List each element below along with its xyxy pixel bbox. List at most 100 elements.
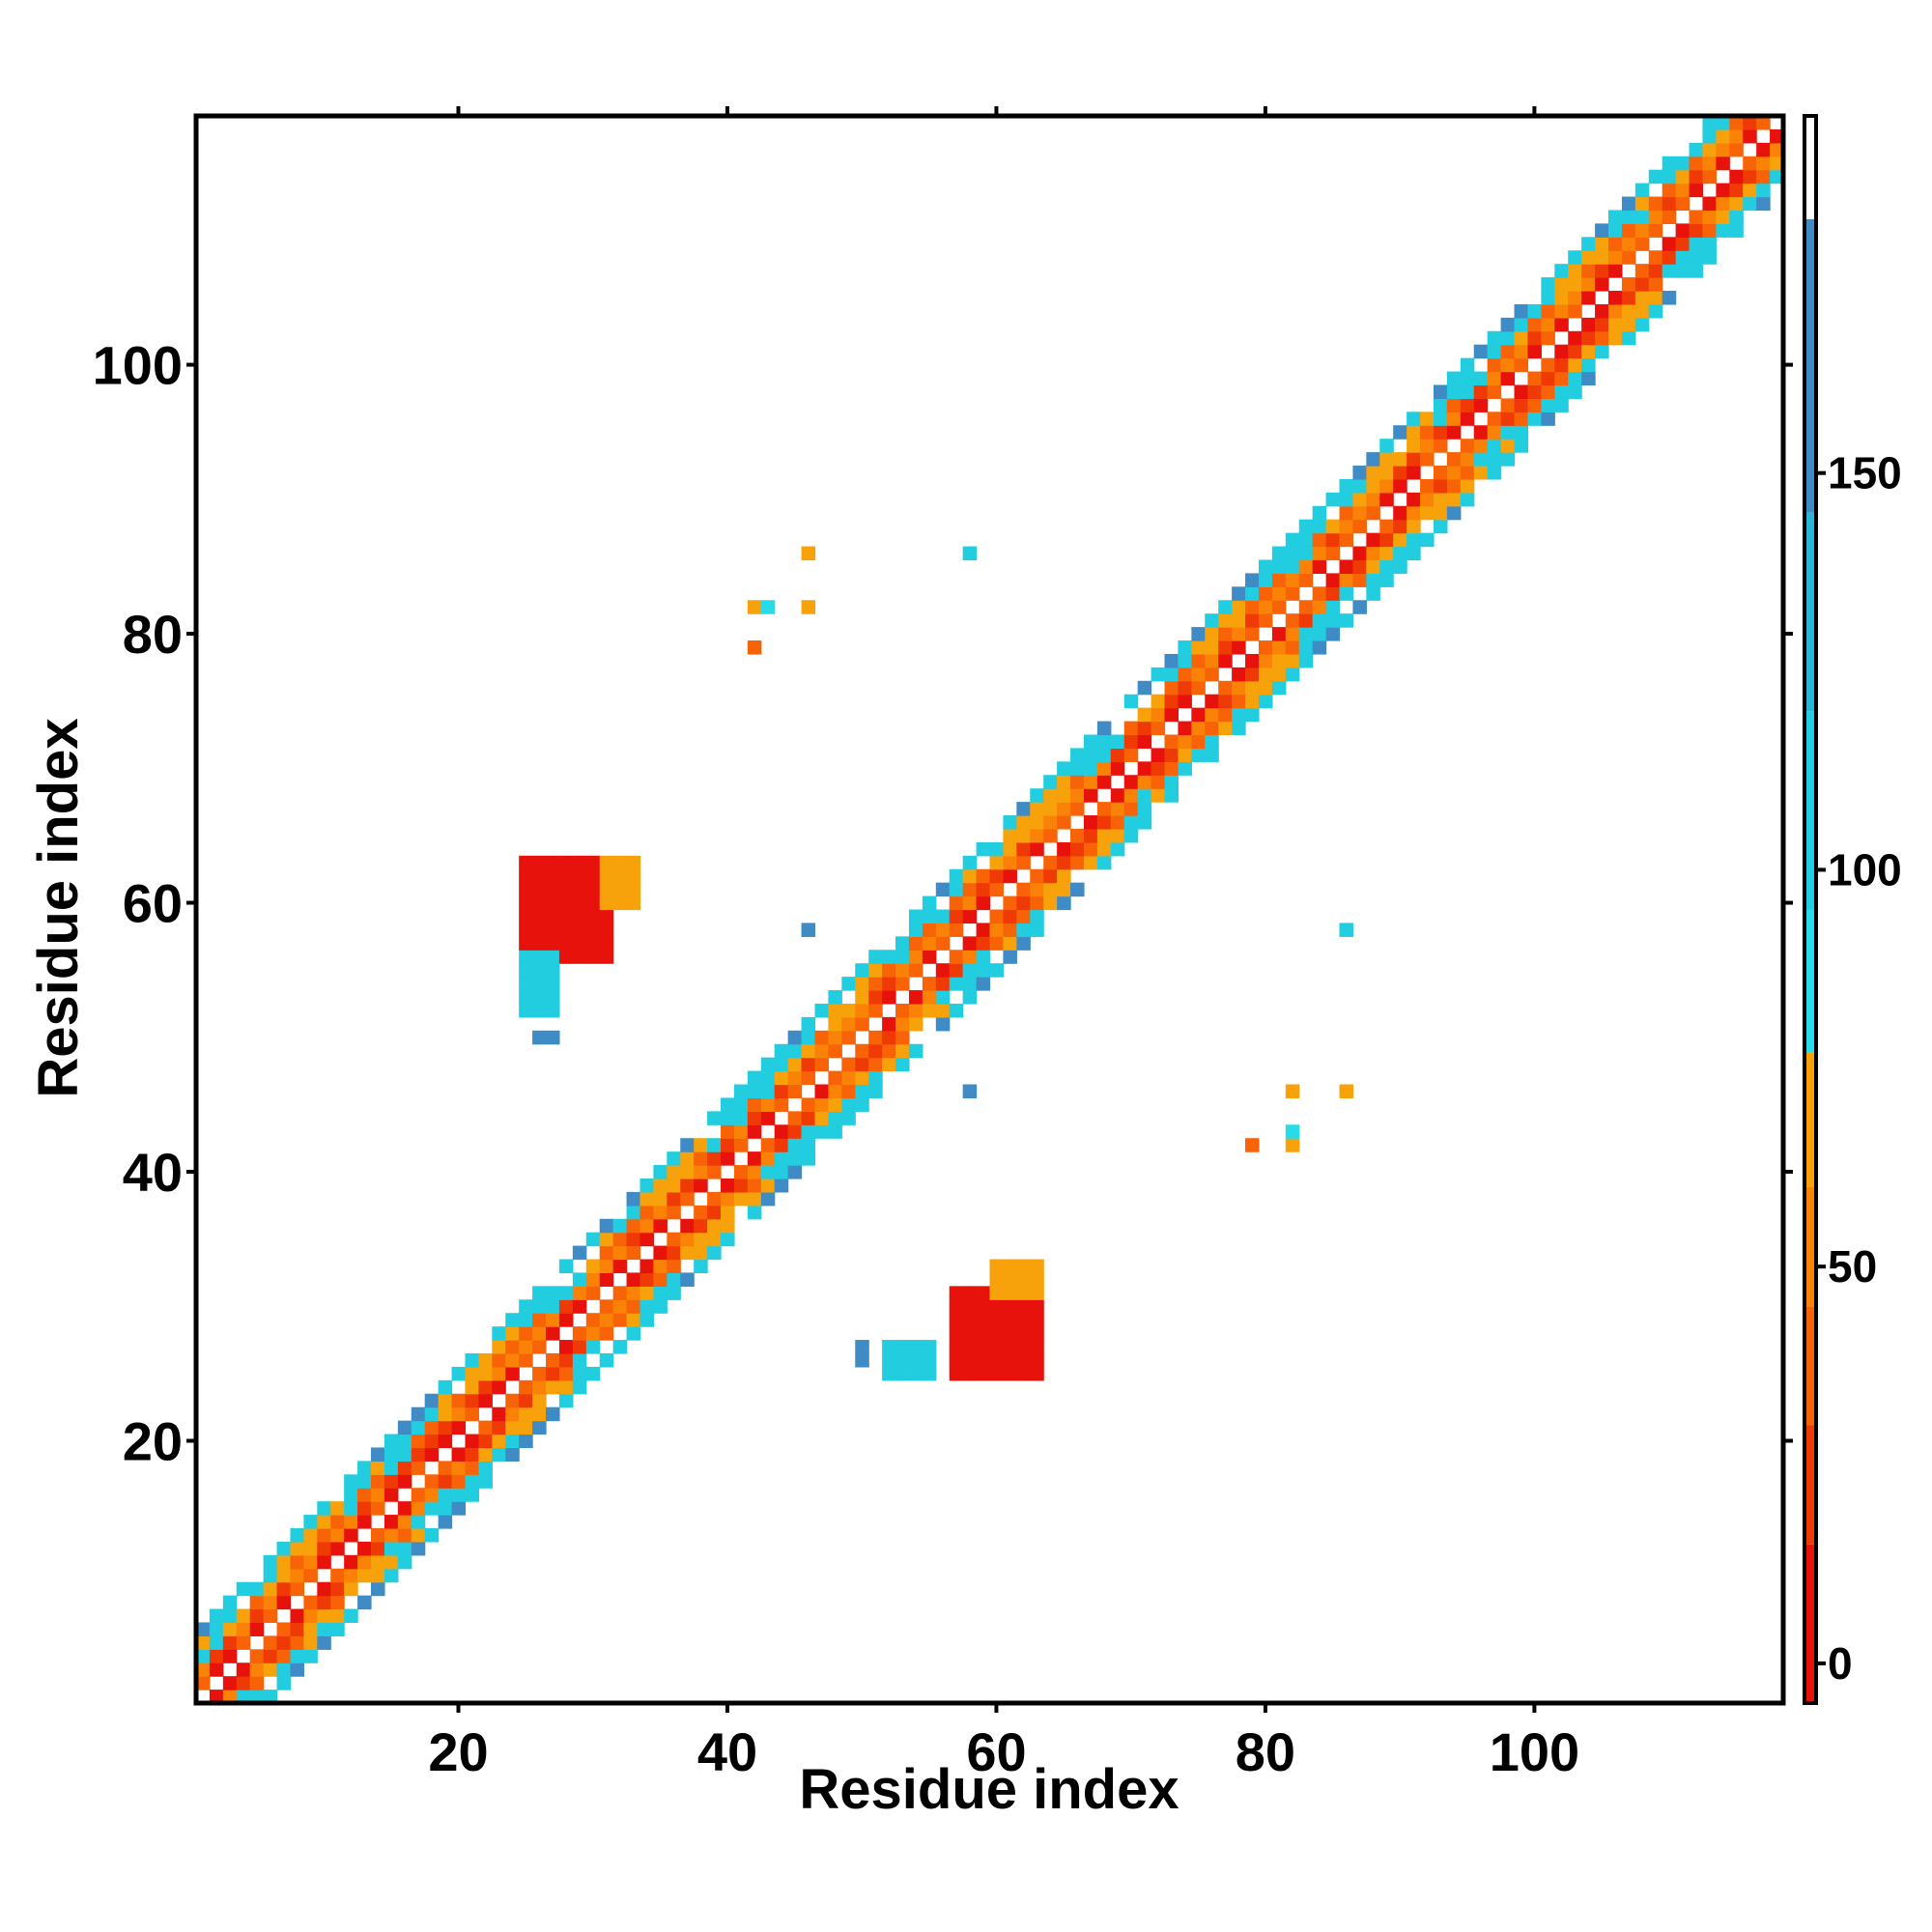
heatmap-cell [371, 1501, 385, 1516]
heatmap-cell [1446, 425, 1462, 440]
heatmap-cell [1729, 196, 1744, 212]
heatmap-cell [1016, 855, 1031, 870]
heatmap-cell [694, 1138, 708, 1152]
heatmap-cell [1702, 237, 1717, 251]
heatmap-cell [1621, 291, 1636, 305]
heatmap-cell [599, 950, 614, 964]
heatmap-cell [962, 909, 978, 924]
heatmap-cell [1634, 291, 1650, 305]
heatmap-cell [949, 1366, 964, 1381]
heatmap-cell [1285, 1084, 1300, 1099]
heatmap-cell [532, 1003, 547, 1018]
heatmap-cell [639, 1259, 654, 1274]
heatmap-cell [908, 1366, 923, 1381]
heatmap-cell [814, 1043, 830, 1059]
heatmap-cell [1756, 196, 1771, 212]
heatmap-cell [1527, 344, 1542, 359]
heatmap-cell [1285, 586, 1300, 601]
heatmap-cell [532, 1420, 547, 1435]
heatmap-cell [1756, 116, 1771, 130]
heatmap-cell [1743, 169, 1757, 185]
heatmap-cell [1123, 721, 1139, 736]
heatmap-cell [546, 977, 560, 991]
heatmap-cell [1191, 734, 1206, 750]
heatmap-cell [344, 1488, 358, 1502]
heatmap-cell [1514, 330, 1529, 346]
y-axis-ticks: 20 40 60 80 100 [93, 335, 1793, 1471]
x-tick-label: 100 [1490, 1721, 1579, 1782]
heatmap-cell [1057, 882, 1071, 897]
heatmap-cell [908, 936, 923, 951]
heatmap-cell [1245, 707, 1260, 723]
heatmap-cell [1016, 909, 1031, 924]
heatmap-cell [1245, 680, 1260, 696]
heatmap-cell [855, 1043, 869, 1059]
heatmap-cell [855, 1016, 869, 1032]
heatmap-cell [1662, 183, 1677, 198]
heatmap-cell [1406, 439, 1421, 453]
heatmap-cell [303, 1608, 318, 1624]
heatmap-cell [1446, 452, 1462, 467]
heatmap-cell [1232, 721, 1246, 736]
heatmap-cell [1487, 371, 1502, 386]
heatmap-cell [572, 1245, 587, 1261]
heatmap-cell [1205, 653, 1219, 668]
heatmap-cell [451, 1420, 467, 1435]
heatmap-cell [1070, 882, 1085, 897]
heatmap-cell [411, 1461, 426, 1475]
heatmap-cell [1191, 627, 1206, 641]
heatmap-cell [532, 923, 547, 937]
heatmap-cell [667, 1272, 681, 1287]
heatmap-cell [612, 1340, 628, 1354]
heatmap-cell [317, 1608, 331, 1624]
heatmap-cell [478, 1393, 493, 1408]
heatmap-cell [694, 1151, 708, 1166]
heatmap-cell [639, 1191, 654, 1207]
heatmap-cell [1258, 653, 1273, 668]
heatmap-cell [599, 882, 614, 897]
heatmap-cell [1581, 264, 1596, 278]
heatmap-cell [1473, 398, 1489, 412]
heatmap-cell [1634, 210, 1650, 224]
heatmap-cell [1137, 802, 1152, 816]
heatmap-cell [962, 1340, 978, 1354]
heatmap-cell [949, 1326, 964, 1341]
heatmap-cell [424, 1420, 440, 1435]
heatmap-cell [1634, 237, 1650, 251]
heatmap-cell [249, 1690, 265, 1704]
heatmap-cell [1178, 653, 1192, 668]
heatmap-cell [572, 1272, 587, 1287]
heatmap-cell [721, 1218, 735, 1234]
heatmap-cell [1205, 707, 1219, 723]
heatmap-cell [1312, 505, 1327, 521]
heatmap-cell [801, 1030, 816, 1045]
heatmap-cell [371, 1488, 385, 1502]
heatmap-cell [1312, 546, 1327, 561]
heatmap-cell [572, 909, 587, 924]
heatmap-cell [1110, 748, 1125, 762]
heatmap-cell [1433, 384, 1448, 399]
heatmap-cell [1675, 223, 1690, 238]
heatmap-cell [505, 1313, 520, 1327]
heatmap-cell [1446, 412, 1462, 426]
heatmap-cell [532, 1366, 547, 1381]
heatmap-cell [585, 1286, 601, 1300]
heatmap-cell [1030, 802, 1044, 816]
heatmap-cell [1205, 667, 1219, 682]
heatmap-cell [1178, 734, 1192, 750]
heatmap-cell [1352, 505, 1367, 521]
heatmap-cell [1433, 478, 1448, 494]
heatmap-cell [882, 1016, 896, 1032]
heatmap-cell [438, 1420, 453, 1435]
heatmap-cell [236, 1690, 251, 1704]
heatmap-cell [1352, 573, 1367, 587]
heatmap-cell [519, 895, 533, 911]
heatmap-cell [505, 1406, 520, 1422]
heatmap-cell [1339, 519, 1354, 534]
heatmap-cell [344, 1581, 358, 1597]
heatmap-cell [209, 1622, 224, 1636]
heatmap-cell [868, 1003, 883, 1018]
heatmap-cell [519, 1003, 533, 1018]
heatmap-cell [774, 1097, 789, 1112]
heatmap-cell [558, 1393, 574, 1408]
